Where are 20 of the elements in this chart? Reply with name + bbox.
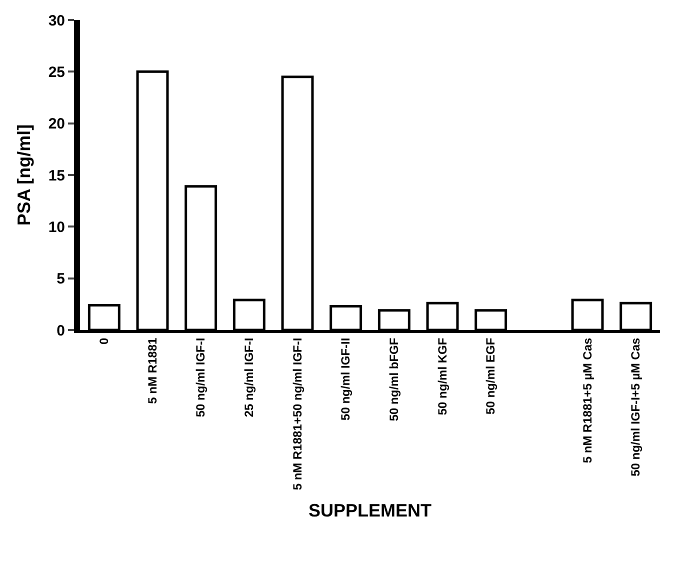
x-tick-label: 50 ng/ml IGF-I+5 µM Cas: [628, 337, 643, 476]
y-tick-label: 0: [56, 322, 65, 340]
x-tick-label: 50 ng/ml EGF: [484, 338, 498, 414]
y-axis-title: PSA [ng/ml]: [14, 124, 34, 226]
y-tick-label: 5: [56, 270, 65, 288]
x-tick-label: 50 ng/ml bFGF: [387, 338, 402, 422]
x-tick-label: 5 nM R1881+5 µM Cas: [580, 337, 594, 464]
x-tick-label: 25 ng/ml IGF-I: [242, 338, 256, 418]
y-tick-label: 15: [48, 167, 65, 184]
x-tick-label: 50 ng/ml IGF-I: [194, 338, 208, 418]
y-tick-label: 30: [48, 12, 65, 30]
y-tick-label: 10: [48, 218, 65, 236]
x-axis-title: SUPPLEMENT: [308, 500, 432, 520]
y-tick-label: 20: [48, 116, 65, 133]
x-tick-label: 5 nM R1881: [145, 337, 160, 404]
y-tick-label: 25: [48, 64, 65, 81]
x-tick-label: 5 nM R1881+50 ng/ml IGF-I: [290, 338, 304, 490]
x-tick-label: 50 ng/ml IGF-II: [338, 338, 353, 420]
x-tick-label: 0: [97, 337, 112, 344]
x-tick-label: 50 ng/ml KGF: [435, 338, 450, 416]
